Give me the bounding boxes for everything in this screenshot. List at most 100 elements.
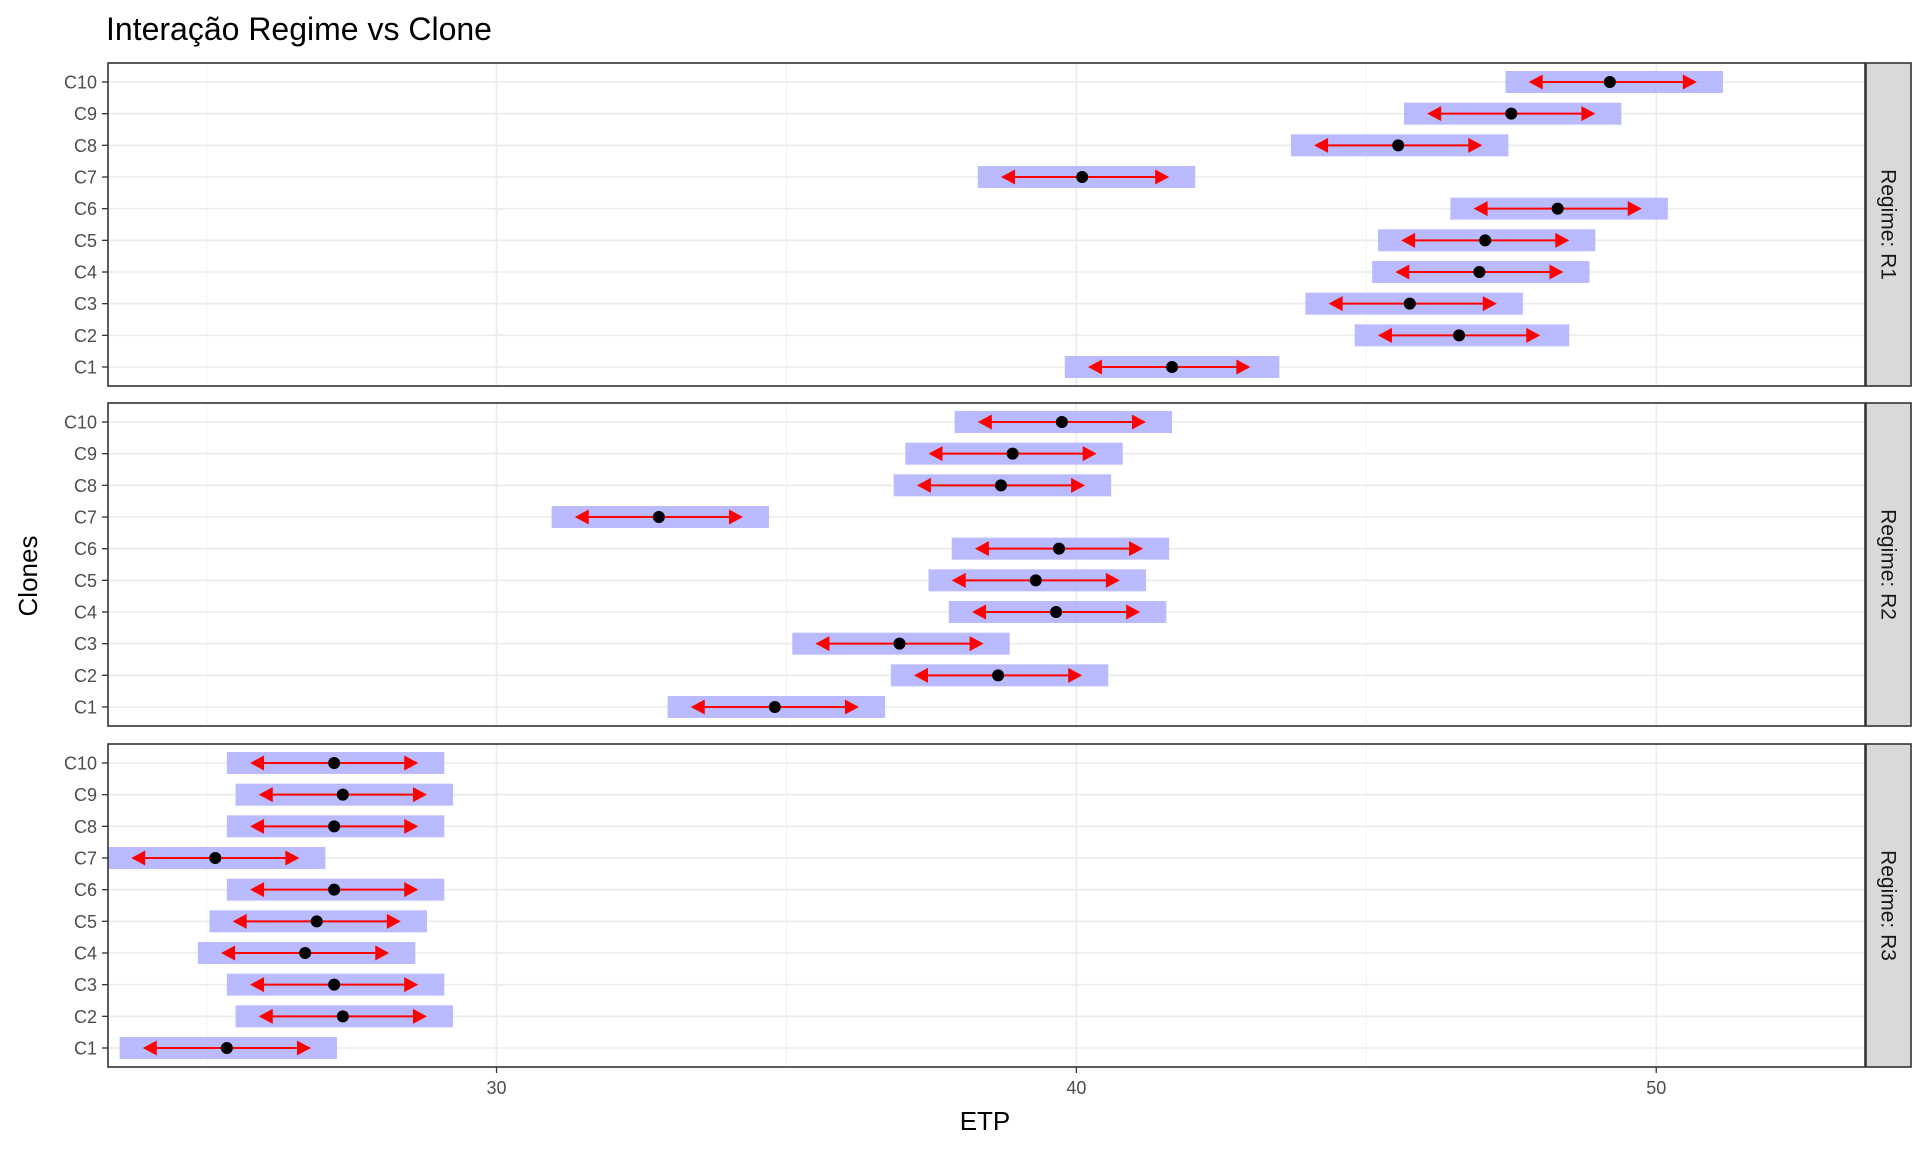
arrowhead-left <box>250 882 265 898</box>
y-tick-label: C5 <box>74 571 97 591</box>
arrowhead-left <box>914 667 929 683</box>
arrowhead-right <box>412 787 427 803</box>
x-tick-label: 30 <box>486 1078 506 1098</box>
arrowhead-left <box>232 913 247 929</box>
y-tick-label: C7 <box>74 508 97 528</box>
y-tick-label: C8 <box>74 136 97 156</box>
data-mark-C6 <box>226 878 445 901</box>
x-tick-label: 50 <box>1646 1078 1666 1098</box>
arrowhead-right <box>969 636 984 652</box>
arrowhead-left <box>131 850 146 866</box>
data-mark-C8 <box>226 815 445 838</box>
y-tick-label: C2 <box>74 326 97 346</box>
y-tick-label: C6 <box>74 880 97 900</box>
arrowhead-left <box>258 787 273 803</box>
arrowhead-right <box>1155 169 1170 185</box>
arrowhead-right <box>412 1008 427 1024</box>
data-mark-C7 <box>551 506 770 528</box>
arrowhead-right <box>404 818 419 834</box>
arrowhead-left <box>916 477 931 493</box>
y-tick-label: C8 <box>74 476 97 496</box>
arrowhead-right <box>1071 477 1086 493</box>
data-mark-C9 <box>905 442 1123 465</box>
panel-3: C1 C2 C3 C4 C5 C6 C7 C8 C9 C10 Regime: R3 <box>64 743 1912 1068</box>
y-tick-label: C1 <box>74 358 97 378</box>
arrowhead-left <box>1314 137 1329 153</box>
arrowhead-left <box>928 446 943 462</box>
y-tick-label: C2 <box>74 1007 97 1027</box>
arrowhead-right <box>1682 74 1697 90</box>
mean-point <box>328 978 341 991</box>
data-mark-C9 <box>235 783 454 806</box>
mean-point <box>1453 329 1466 342</box>
y-axis-title: Clones <box>13 536 43 617</box>
y-tick-label: C1 <box>74 698 97 718</box>
arrowhead-left <box>1528 74 1543 90</box>
y-tick-label: C9 <box>74 785 97 805</box>
arrowhead-left <box>815 636 830 652</box>
x-axis-ticks: 30 40 50 <box>486 1067 1666 1098</box>
mean-point <box>1392 139 1405 152</box>
data-mark-C2 <box>1354 324 1570 347</box>
data-mark-C9 <box>1404 102 1622 125</box>
data-mark-C6 <box>951 537 1170 560</box>
data-mark-C2 <box>890 664 1109 687</box>
mean-point <box>1551 202 1564 215</box>
strip <box>1865 62 1912 387</box>
data-mark-C3 <box>1305 292 1523 315</box>
arrowhead-right <box>844 699 859 715</box>
y-tick-label: C9 <box>74 104 97 124</box>
strip-label: Regime: R2 <box>1877 509 1900 620</box>
mean-point <box>1603 76 1616 88</box>
arrowhead-left <box>690 699 705 715</box>
mean-point <box>1473 266 1486 278</box>
y-tick-label: C3 <box>74 634 97 654</box>
y-tick-label: C7 <box>74 168 97 188</box>
mean-point <box>893 637 906 650</box>
data-mark-C4 <box>1372 261 1590 283</box>
data-mark-C7 <box>977 166 1196 188</box>
y-tick-label: C5 <box>74 912 97 932</box>
mean-point <box>1006 447 1019 460</box>
arrowhead-right <box>1549 264 1564 280</box>
data-mark-C8 <box>893 474 1112 497</box>
arrowhead-right <box>386 913 401 929</box>
arrowhead-left <box>221 945 236 961</box>
mean-point <box>299 947 312 959</box>
arrowhead-left <box>977 414 992 430</box>
y-tick-label: C4 <box>74 944 97 964</box>
y-tick-label: C8 <box>74 817 97 837</box>
y-tick-label: C10 <box>64 754 97 774</box>
mean-point <box>209 852 222 864</box>
arrowhead-right <box>1526 327 1541 343</box>
mean-point <box>1505 107 1518 120</box>
mean-point <box>652 511 665 523</box>
arrowhead-left <box>974 541 989 557</box>
arrowhead-left <box>250 977 265 993</box>
arrowhead-right <box>1068 667 1083 683</box>
data-mark-C3 <box>226 973 445 996</box>
arrowhead-right <box>1468 137 1483 153</box>
y-tick-label: C10 <box>64 413 97 433</box>
arrowhead-right <box>285 850 300 866</box>
y-tick-label: C4 <box>74 263 97 283</box>
strip <box>1865 402 1912 727</box>
data-mark-C10 <box>954 411 1173 433</box>
y-tick-label: C5 <box>74 231 97 251</box>
arrowhead-right <box>404 755 419 771</box>
mean-point <box>220 1042 233 1054</box>
y-tick-label: C9 <box>74 444 97 464</box>
panel-border <box>107 62 1866 387</box>
x-tick-label: 40 <box>1066 1078 1086 1098</box>
arrowhead-right <box>728 509 743 525</box>
mean-point <box>1166 361 1179 373</box>
panel-2: C1 C2 C3 C4 C5 C6 C7 C8 C9 C10 Regime: R2 <box>64 402 1912 727</box>
data-mark-C1 <box>1064 356 1280 378</box>
data-mark-C5 <box>1377 229 1596 252</box>
mean-point <box>1029 574 1042 587</box>
mean-point <box>336 1010 349 1023</box>
mean-point <box>768 701 781 713</box>
data-mark-C5 <box>928 569 1146 592</box>
panel-1: C1 C2 C3 C4 C5 C6 C7 C8 C9 C10 Regime: R1 <box>64 62 1912 387</box>
